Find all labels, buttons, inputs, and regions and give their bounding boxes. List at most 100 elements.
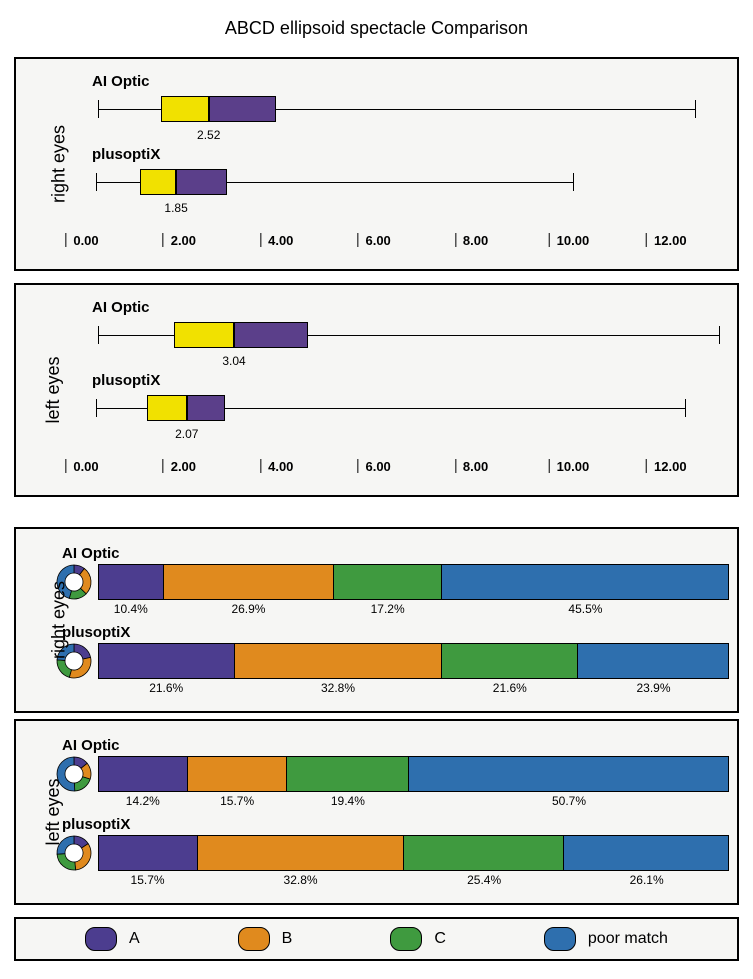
percent-row: 15.7%32.8%25.4%26.1% [98,873,729,887]
bar-segment [334,565,442,599]
stacked-bar-label: AI Optic [62,545,729,562]
boxplot-row: 1.85 [86,165,719,199]
boxplot-row-label: AI Optic [92,299,719,316]
boxplot-row-label: plusoptiX [92,146,719,163]
legend-swatch [544,927,576,951]
stacked-bar-label: plusoptiX [62,816,729,833]
stacked-bar [98,643,729,679]
percent-label: 25.4% [404,873,564,887]
percent-label: 23.9% [578,681,729,695]
box-median-q3 [234,322,308,348]
legend-panel: A B Cpoor match [14,917,739,961]
boxplot-row-label: AI Optic [92,73,719,90]
whisker-cap [685,399,686,417]
legend-label: B [282,930,293,948]
percent-label: 26.9% [164,602,334,616]
box-median-q3 [187,395,225,421]
boxplot-row: 2.52 [86,92,719,126]
box-q1-median [161,96,208,122]
legend-item: A [85,927,140,951]
bar-segment [578,644,728,678]
plot-area: AI Optic 3.04 plusoptiX 2.07 0.002.004.006.0… [86,299,719,487]
median-label: 3.04 [222,354,245,368]
percent-label: 10.4% [98,602,164,616]
box-q1-median [174,322,234,348]
legend-label: A [129,930,140,948]
boxplot-panel: left eyesAI Optic3.04plusoptiX2.070.002.… [14,283,739,497]
percent-row: 14.2%15.7%19.4%50.7% [98,794,729,808]
stacked-bar [98,835,729,871]
legend-label: C [434,930,446,948]
boxplot-row: 2.07 [86,391,719,425]
stacked-bar-group: plusoptiX21.6%32.8%21.6%23.9% [56,624,729,695]
median-label: 2.07 [175,427,198,441]
bar-segment [564,836,728,870]
x-axis: 0.002.004.006.008.0010.0012.00 [86,459,719,487]
legend-item: B [238,927,293,951]
x-axis: 0.002.004.006.008.0010.0012.00 [86,233,719,261]
bar-segment [442,565,728,599]
bar-segment [99,836,198,870]
bar-segment [235,644,442,678]
stacked-bar [98,756,729,792]
axis-tick: 12.00 [654,233,687,248]
boxplot-row-label: plusoptiX [92,372,719,389]
percent-label: 19.4% [287,794,409,808]
stacked-bar-row [56,756,729,792]
legend-swatch [390,927,422,951]
stacked-bar-group: AI Optic10.4%26.9%17.2%45.5% [56,545,729,616]
axis-tick: 8.00 [463,233,488,248]
bar-segment [99,757,188,791]
percent-label: 17.2% [333,602,442,616]
percent-label: 15.7% [98,873,197,887]
stacked-bar-group: plusoptiX 15.7%32.8%25.4%26.1% [56,816,729,887]
legend-swatch [238,927,270,951]
box-median-q3 [209,96,276,122]
stacked-bar-row [56,835,729,871]
axis-tick: 6.00 [365,233,390,248]
boxplot-panel: right eyesAI Optic2.52plusoptiX1.850.002… [14,57,739,271]
percent-label: 50.7% [409,794,729,808]
legend-item: C [390,927,446,951]
panel-side-label: right eyes [49,581,70,659]
bar-segment [99,644,235,678]
bar-segment [164,565,333,599]
box-q1-median [147,395,187,421]
percent-label: 32.8% [234,681,441,695]
bar-segment [287,757,409,791]
whisker-cap [98,100,99,118]
axis-tick: 12.00 [654,459,687,474]
legend-item: poor match [544,927,668,951]
figure-title: ABCD ellipsoid spectacle Comparison [10,18,743,39]
bar-segment [409,757,728,791]
bar-segment [198,836,404,870]
whisker-cap [695,100,696,118]
percent-label: 32.8% [197,873,404,887]
stacked-bar [98,564,729,600]
axis-tick: 10.00 [557,233,590,248]
box-median-q3 [176,169,227,195]
median-label: 2.52 [197,128,220,142]
percent-label: 26.1% [564,873,729,887]
whisker-cap [96,173,97,191]
percent-label: 14.2% [98,794,188,808]
stacked-bar-label: plusoptiX [62,624,729,641]
axis-tick: 4.00 [268,233,293,248]
stacked-bar-row [56,564,729,600]
percent-label: 21.6% [442,681,578,695]
axis-tick: 2.00 [171,233,196,248]
panel-side-label: right eyes [49,125,70,203]
percent-label: 15.7% [188,794,287,808]
whisker-cap [98,326,99,344]
stacked-panel: left eyesAI Optic14.2%15.7%19.4%50.7%plu… [14,719,739,905]
bar-segment [404,836,564,870]
stacked-bar-row [56,643,729,679]
whisker-cap [573,173,574,191]
boxplot-row: 3.04 [86,318,719,352]
whisker-cap [719,326,720,344]
legend-swatch [85,927,117,951]
bar-segment [442,644,578,678]
stacked-panel: right eyesAI Optic10.4%26.9%17.2%45.5%pl… [14,527,739,713]
axis-tick: 0.00 [73,459,98,474]
axis-tick: 4.00 [268,459,293,474]
